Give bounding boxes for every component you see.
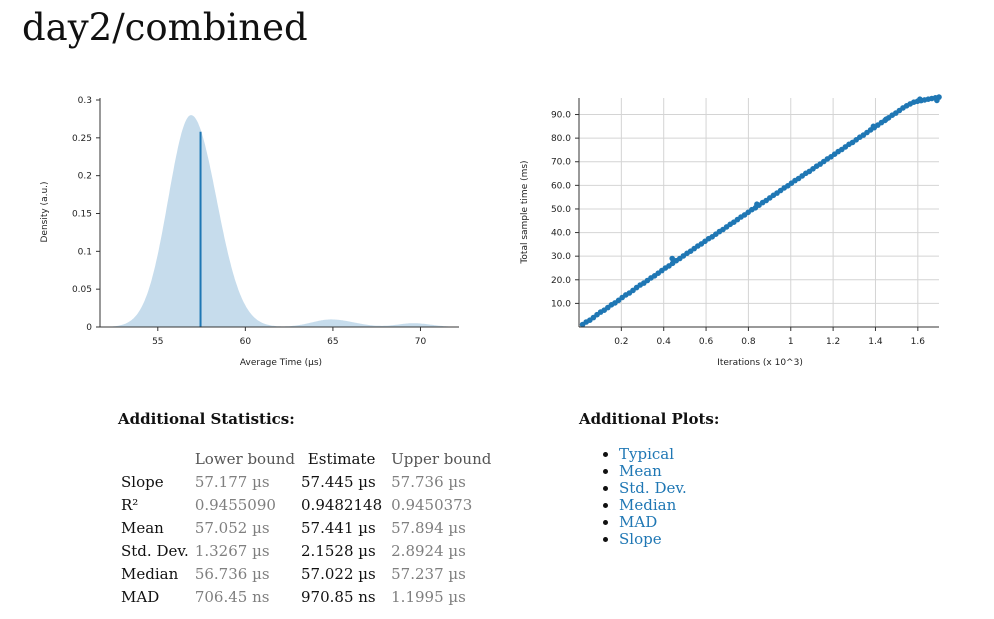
table-row: Slope 57.177 µs 57.445 µs 57.736 µs: [118, 470, 494, 493]
stats-header-upper: Upper bound: [391, 449, 492, 468]
stats-cell-name: Slope: [121, 472, 164, 491]
stats-cell-upper: 1.1995 µs: [391, 587, 466, 606]
x-tick-label: 1.6: [911, 337, 926, 347]
table-row: Median 56.736 µs 57.022 µs 57.237 µs: [118, 562, 494, 585]
stats-cell-lower: 57.052 µs: [194, 518, 270, 537]
y-tick-label: 40.0: [551, 229, 571, 239]
x-tick-label: 65: [327, 337, 338, 347]
stats-cell-lower: 706.45 ns: [194, 587, 270, 606]
table-row: R² 0.9455090 0.9482148 0.9450373: [118, 493, 494, 516]
x-tick-label: 55: [152, 337, 163, 347]
y-tick-label: 0.25: [72, 134, 92, 144]
table-row: Std. Dev. 1.3267 µs 2.1528 µs 2.8924 µs: [118, 539, 494, 562]
additional-plots-list: TypicalMeanStd. Dev.MedianMADSlope: [579, 446, 687, 548]
table-row: Mean 57.052 µs 57.441 µs 57.894 µs: [118, 516, 494, 539]
stats-header-row: Lower bound Estimate Upper bound: [118, 447, 494, 470]
stats-cell-estimate: 57.441 µs: [301, 518, 376, 537]
y-tick-label: 60.0: [551, 181, 571, 191]
regression-chart: 10.0 20.0 30.0 40.0 50.0 60.0 70.0 80.0 90.0 0.2…: [520, 94, 942, 368]
regression-points: [579, 94, 942, 328]
y-tick-label: 90.0: [551, 111, 571, 121]
sample-point: [917, 96, 923, 102]
sample-point: [934, 97, 940, 104]
y-axis-label: Density (a.u.): [40, 181, 50, 242]
plot-link-mean[interactable]: Mean: [619, 462, 662, 480]
density-chart: 0 0.05 0.1 0.15 0.2 0.25 0.3 55 60 65 70 Density …: [40, 96, 459, 368]
x-tick-label: 0.4: [657, 337, 672, 347]
stats-cell-name: R²: [121, 495, 139, 514]
stats-header-empty: [118, 447, 192, 470]
x-axis-label: Iterations (x 10^3): [717, 358, 803, 368]
x-tick-label: 0.2: [614, 337, 628, 347]
plot-link-slope[interactable]: Slope: [619, 530, 662, 548]
y-tick-label: 30.0: [551, 252, 571, 262]
stats-cell-name: Std. Dev.: [121, 541, 189, 560]
stats-cell-upper: 0.9450373: [391, 495, 473, 514]
stats-cell-upper: 2.8924 µs: [391, 541, 466, 560]
x-axis: 0.2 0.4 0.6 0.8 1 1.2 1.4 1.6: [579, 326, 939, 347]
x-tick-label: 0.8: [741, 337, 756, 347]
sample-point: [870, 123, 877, 130]
stats-cell-name: Mean: [121, 518, 164, 537]
y-tick-label: 80.0: [551, 134, 571, 144]
stats-cell-lower: 1.3267 µs: [194, 541, 270, 560]
y-axis: 0 0.05 0.1 0.15 0.2 0.25 0.3: [72, 96, 101, 333]
stats-header-estimate: Estimate: [307, 449, 376, 468]
x-tick-label: 70: [415, 337, 427, 347]
stats-cell-lower: 56.736 µs: [194, 564, 270, 583]
y-axis: 10.0 20.0 30.0 40.0 50.0 60.0 70.0 80.0 90.0: [551, 98, 580, 327]
y-tick-label: 20.0: [551, 276, 571, 286]
x-tick-label: 1.4: [868, 337, 883, 347]
density-area: [100, 115, 454, 327]
stats-cell-lower: 0.9455090: [194, 495, 276, 514]
y-tick-label: 0.3: [78, 96, 92, 106]
x-tick-label: 0.6: [699, 337, 714, 347]
plots-heading: Additional Plots:: [579, 410, 720, 428]
density-grid-layer: [100, 115, 454, 327]
y-axis-label: Total sample time (ms): [520, 160, 530, 264]
sample-point: [883, 116, 889, 122]
stats-cell-upper: 57.736 µs: [391, 472, 466, 491]
x-axis-label: Average Time (µs): [240, 358, 322, 368]
y-tick-label: 70.0: [551, 158, 571, 168]
y-tick-label: 0.15: [72, 210, 92, 220]
stats-cell-upper: 57.894 µs: [391, 518, 466, 537]
plot-link-item: Median: [619, 497, 687, 514]
x-axis: 55 60 65 70: [100, 326, 459, 347]
y-tick-label: 0: [86, 323, 92, 333]
page-title: day2/combined: [22, 6, 308, 49]
sample-point: [754, 201, 760, 207]
plot-link-item: Slope: [619, 531, 687, 548]
y-tick-label: 0.1: [78, 247, 92, 257]
stats-cell-estimate: 970.85 ns: [301, 587, 376, 606]
plot-link-item: MAD: [619, 514, 687, 531]
plot-link-item: Mean: [619, 463, 687, 480]
stats-cell-name: MAD: [121, 587, 160, 606]
y-tick-label: 10.0: [551, 299, 571, 309]
stats-cell-lower: 57.177 µs: [194, 472, 270, 491]
plot-link-item: Typical: [619, 446, 687, 463]
plot-link-mad[interactable]: MAD: [619, 513, 658, 531]
y-tick-label: 0.05: [72, 285, 92, 295]
plot-link-typical[interactable]: Typical: [619, 445, 675, 463]
stats-header-lower: Lower bound: [194, 449, 296, 468]
stats-cell-estimate: 0.9482148: [301, 495, 383, 514]
plot-link-median[interactable]: Median: [619, 496, 677, 514]
plot-link-std-dev[interactable]: Std. Dev.: [619, 479, 687, 497]
sample-point: [669, 255, 675, 262]
stats-table: Lower bound Estimate Upper bound Slope 57…: [118, 447, 494, 608]
table-row: MAD 706.45 ns 970.85 ns 1.1995 µs: [118, 585, 494, 608]
stats-cell-upper: 57.237 µs: [391, 564, 466, 583]
stats-cell-estimate: 57.445 µs: [301, 472, 376, 491]
stats-cell-estimate: 57.022 µs: [301, 564, 376, 583]
stats-heading: Additional Statistics:: [118, 410, 295, 428]
x-tick-label: 1: [788, 337, 794, 347]
y-tick-label: 50.0: [551, 205, 571, 215]
x-tick-label: 60: [240, 337, 252, 347]
x-tick-label: 1.2: [826, 337, 840, 347]
stats-cell-estimate: 2.1528 µs: [301, 541, 376, 560]
y-tick-label: 0.2: [78, 172, 92, 182]
plot-link-item: Std. Dev.: [619, 480, 687, 497]
stats-cell-name: Median: [121, 564, 179, 583]
